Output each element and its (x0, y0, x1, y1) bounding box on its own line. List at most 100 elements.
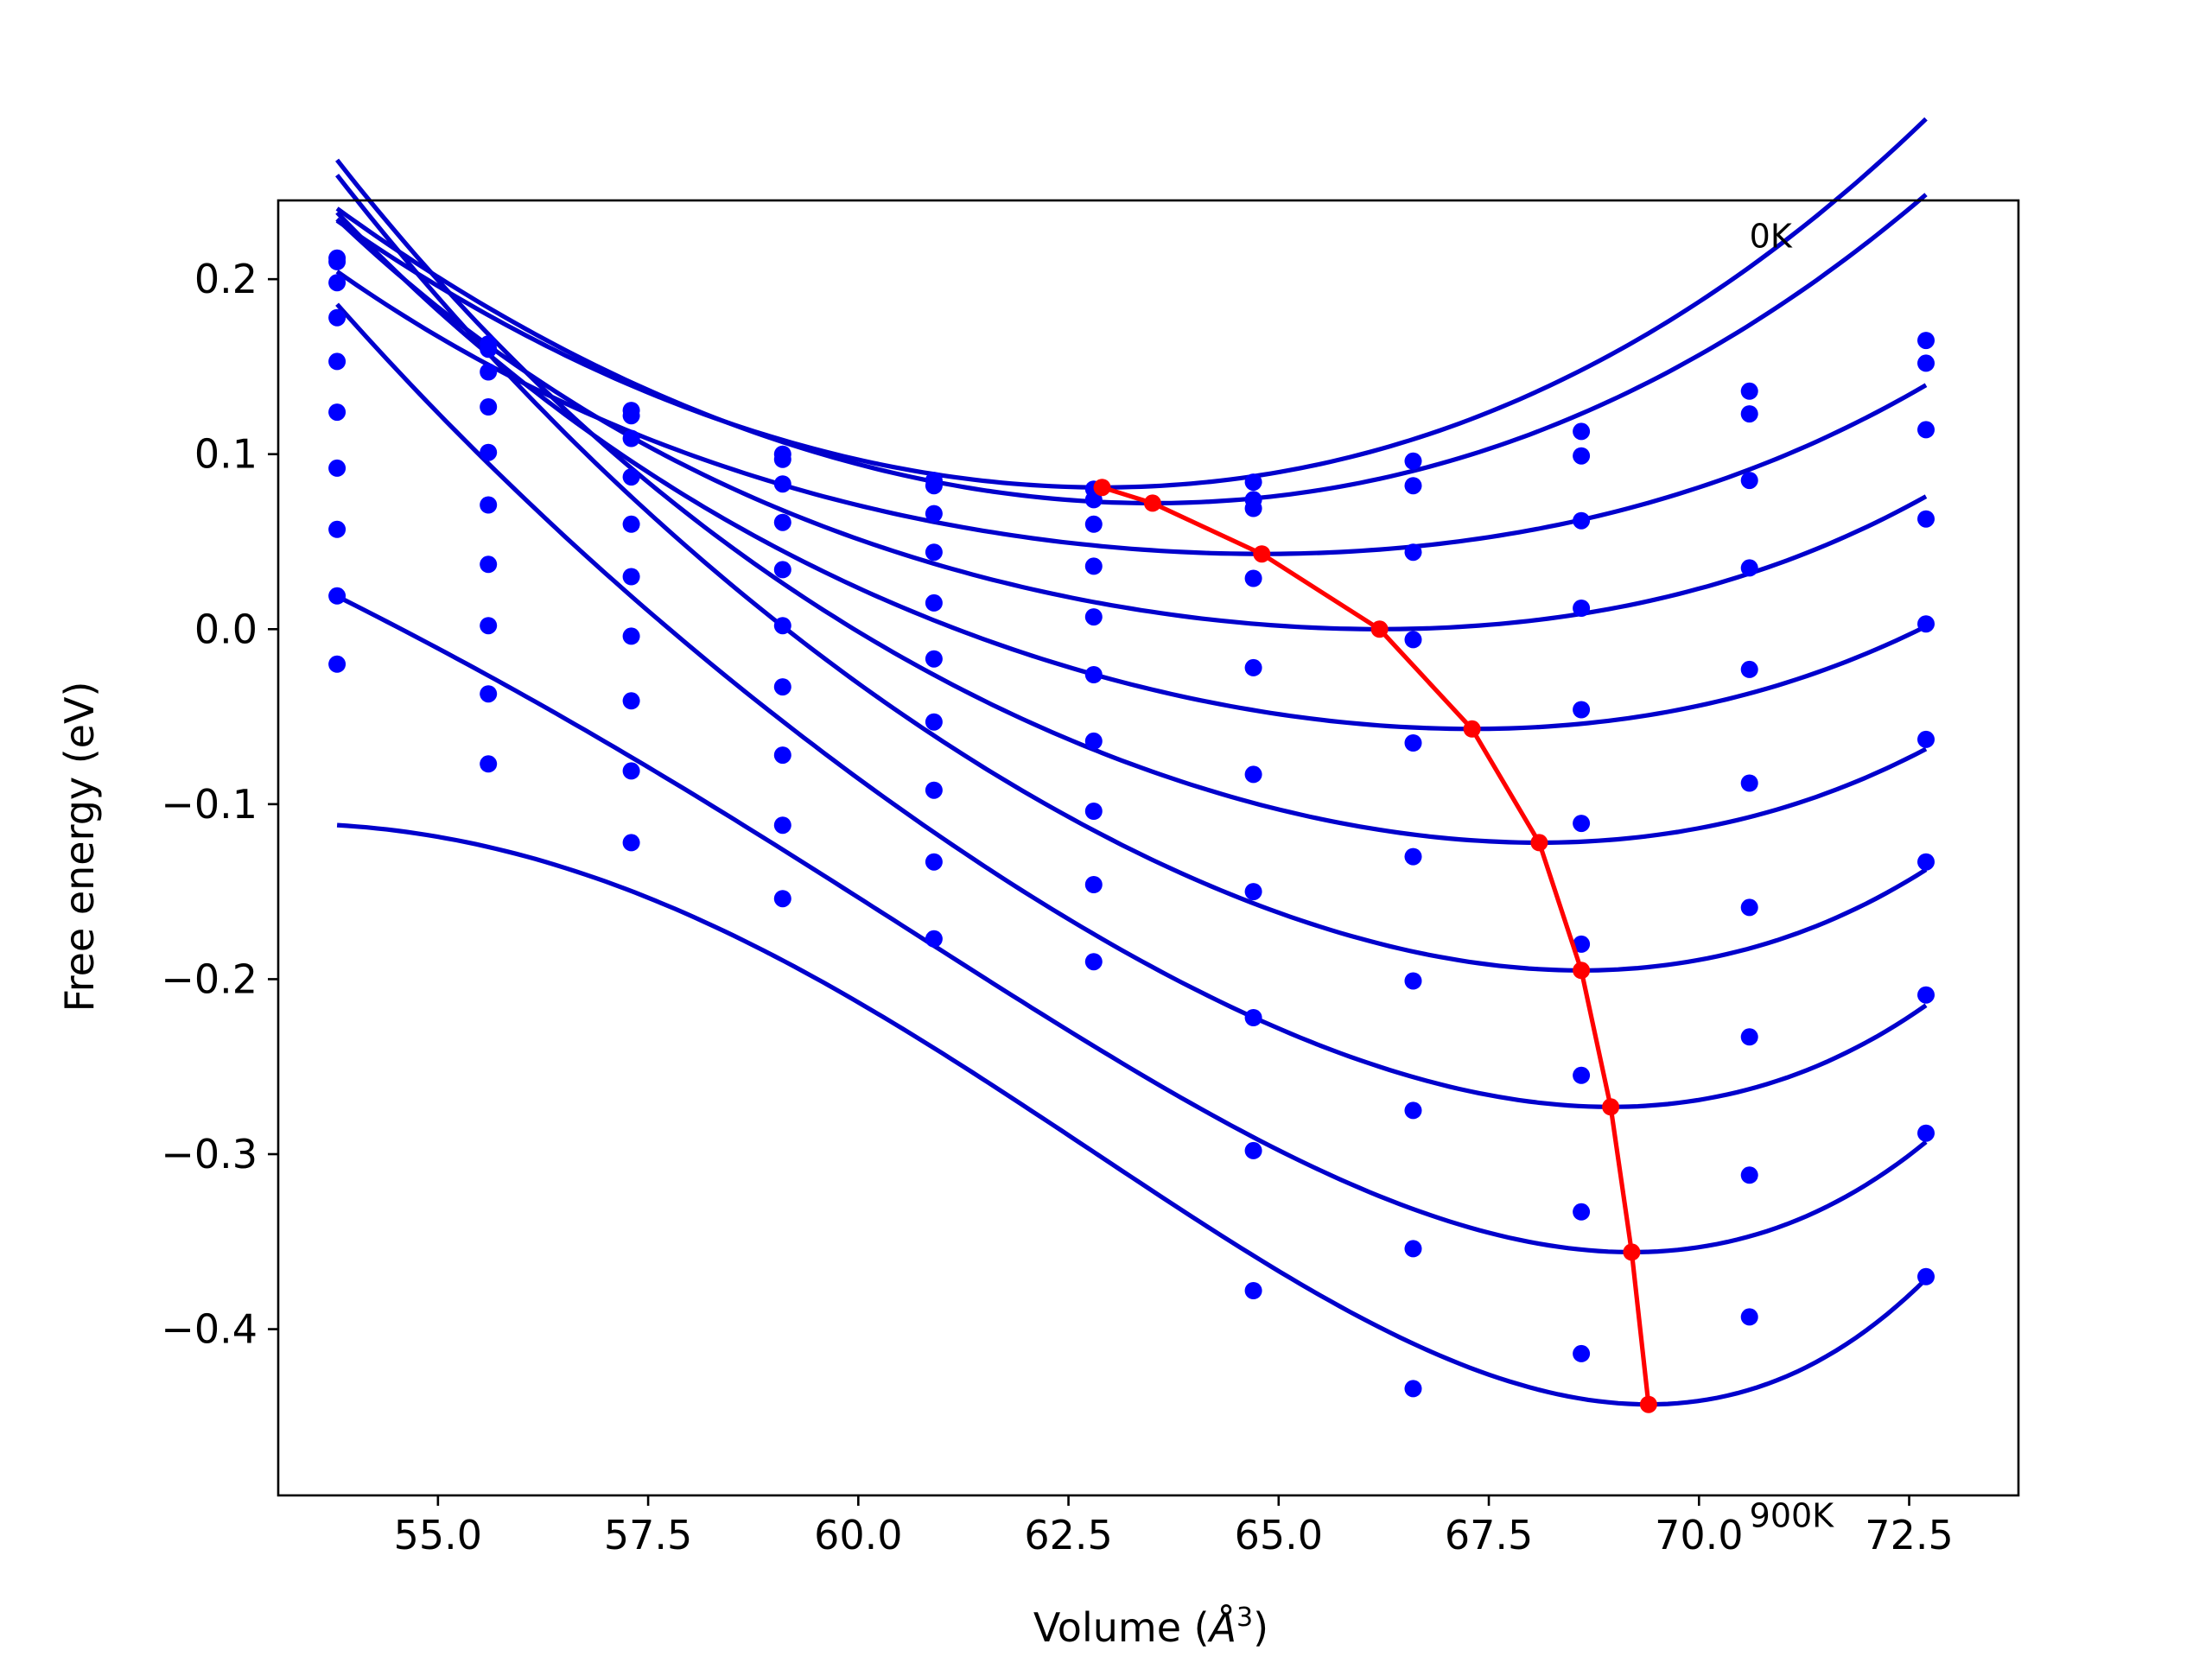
data-point (1084, 803, 1103, 820)
minimum-point (1370, 620, 1389, 638)
data-point (1740, 898, 1758, 917)
data-point (1084, 515, 1103, 533)
data-point (1084, 557, 1103, 575)
fit-curve-4 (335, 217, 1928, 632)
data-point (1404, 477, 1422, 495)
data-point (925, 543, 943, 562)
data-point (1917, 730, 1935, 748)
minimum-point (1463, 720, 1481, 738)
data-point (773, 890, 791, 908)
data-point (1084, 608, 1103, 626)
minimum-point (1639, 1395, 1657, 1413)
data-point (1740, 559, 1758, 577)
data-point (480, 363, 498, 381)
data-point (1084, 666, 1103, 683)
data-point (480, 755, 498, 773)
x-tick-label: 57.5 (604, 1512, 692, 1558)
data-point (328, 587, 346, 605)
data-point (925, 650, 943, 668)
data-point (925, 593, 943, 612)
data-point (925, 853, 943, 871)
fit-curve-5 (335, 211, 1928, 732)
data-point (328, 403, 346, 422)
minimum-point (1143, 494, 1161, 512)
plot-frame (276, 199, 2020, 1497)
data-point (480, 398, 498, 416)
data-point (773, 617, 791, 635)
data-point (1244, 765, 1262, 784)
data-point (1404, 1101, 1422, 1120)
data-point (1244, 883, 1262, 901)
data-point (1244, 1009, 1262, 1026)
fit-curve-8 (335, 302, 1928, 1109)
data-point (1740, 774, 1758, 792)
data-point (1917, 1267, 1935, 1285)
x-axis-ticks: 55.0 57.5 60.0 62.5 65.0 67.5 70.0 72.5 (394, 1495, 1954, 1558)
data-point (773, 678, 791, 696)
data-point (328, 352, 346, 371)
data-point (773, 513, 791, 531)
data-point (1404, 452, 1422, 470)
fit-curve-10 (336, 822, 1928, 1407)
data-point (1917, 986, 1935, 1004)
minimum-point (1093, 479, 1111, 497)
data-point (925, 505, 943, 523)
data-point (1740, 1166, 1758, 1184)
equilibrium-volume-path (1093, 479, 1657, 1413)
data-point (773, 746, 791, 765)
x-tick-label: 60.0 (814, 1512, 902, 1558)
data-point (622, 407, 640, 425)
minimum-point (1530, 834, 1548, 852)
data-point (328, 252, 346, 270)
x-tick-label: 65.0 (1235, 1512, 1323, 1558)
data-point (1404, 734, 1422, 752)
data-point (622, 468, 640, 486)
data-point (1573, 422, 1591, 441)
data-point (622, 834, 640, 852)
data-point (925, 713, 943, 731)
data-point (1740, 382, 1758, 400)
data-point (480, 443, 498, 461)
data-point (328, 274, 346, 292)
x-tick-label: 55.0 (394, 1512, 482, 1558)
data-point (1404, 543, 1422, 562)
minimum-point (1573, 962, 1591, 980)
data-point (773, 450, 791, 468)
data-point (622, 515, 640, 533)
data-point (1084, 953, 1103, 971)
y-tick-label: −0.2 (161, 955, 257, 1002)
data-point (1740, 405, 1758, 423)
data-point (773, 561, 791, 579)
data-point (480, 496, 498, 514)
data-point (1573, 935, 1591, 953)
data-point (1404, 1380, 1422, 1398)
data-point (1244, 569, 1262, 587)
data-points (328, 249, 1935, 1398)
data-point (1917, 421, 1935, 439)
y-tick-label: 0.1 (194, 431, 257, 478)
data-point (1917, 354, 1935, 372)
y-tick-label: −0.3 (161, 1131, 257, 1177)
annotations: 0K 900K (1750, 218, 1835, 1535)
data-point (1573, 1203, 1591, 1221)
data-point (1573, 815, 1591, 833)
y-tick-label: −0.4 (161, 1306, 257, 1353)
x-axis-label: Volume (Å3) (1033, 1603, 1268, 1651)
data-point (1573, 447, 1591, 465)
data-point (622, 429, 640, 447)
data-point (1244, 473, 1262, 492)
data-point (1917, 510, 1935, 528)
data-point (480, 340, 498, 359)
data-point (1740, 1028, 1758, 1046)
data-point (1917, 853, 1935, 871)
data-point (1404, 1240, 1422, 1258)
data-point (1404, 631, 1422, 649)
data-point (480, 555, 498, 574)
data-point (1404, 972, 1422, 990)
minimum-point (1623, 1243, 1641, 1261)
data-point (622, 627, 640, 645)
x-tick-label: 72.5 (1865, 1512, 1953, 1558)
data-point (1740, 660, 1758, 678)
minimum-point (1253, 545, 1271, 563)
